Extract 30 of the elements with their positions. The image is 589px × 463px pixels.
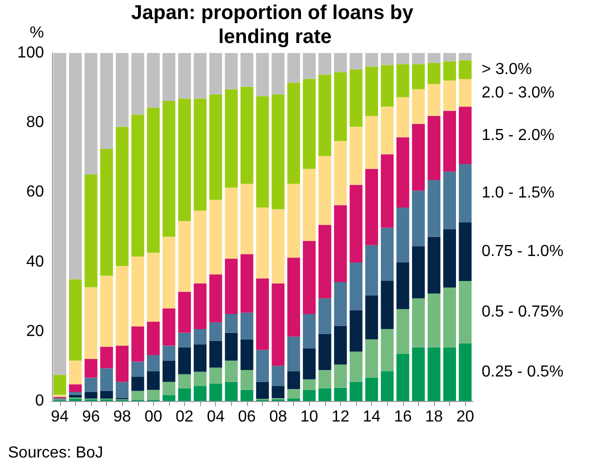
x-tick-label: 96	[82, 408, 100, 426]
series-label: 0.75 - 1.0%	[482, 243, 564, 260]
x-tick-label: 94	[50, 408, 69, 426]
y-tick-label: 100	[17, 44, 44, 62]
x-tick-label: 08	[269, 408, 288, 426]
x-tick-label: 18	[425, 408, 444, 426]
y-tick-label: 60	[26, 184, 44, 201]
x-tick-label: 10	[300, 408, 318, 426]
series-label: 2.0 - 3.0%	[482, 84, 555, 102]
series-label: 1.5 - 2.0%	[482, 126, 555, 144]
series-label: 0.25 - 0.5%	[482, 364, 564, 381]
x-tick-label: 00	[144, 408, 162, 426]
x-tick-label: 06	[238, 408, 256, 426]
x-tick-label: 04	[206, 408, 225, 426]
x-tick-label: 12	[332, 408, 350, 426]
x-tick-label: 16	[394, 408, 412, 426]
x-tick-label: 14	[362, 408, 381, 426]
x-tick-label: 98	[113, 408, 132, 426]
x-tick-label: 20	[456, 408, 474, 426]
y-tick-label: 40	[26, 253, 44, 270]
source-note: Sources: BoJ	[8, 444, 104, 462]
series-label: > 3.0%	[482, 61, 532, 78]
y-tick-label: 80	[26, 114, 44, 132]
x-tick-label: 02	[176, 408, 194, 426]
y-axis-title: %	[30, 24, 44, 42]
y-tick-label: 0	[35, 392, 44, 410]
series-label: 1.0 - 1.5%	[482, 184, 555, 202]
y-tick-label: 20	[26, 322, 44, 340]
chart-title: Japan: proportion of loans by lending rate	[131, 2, 419, 48]
series-label: 0.5 - 0.75%	[482, 304, 564, 321]
